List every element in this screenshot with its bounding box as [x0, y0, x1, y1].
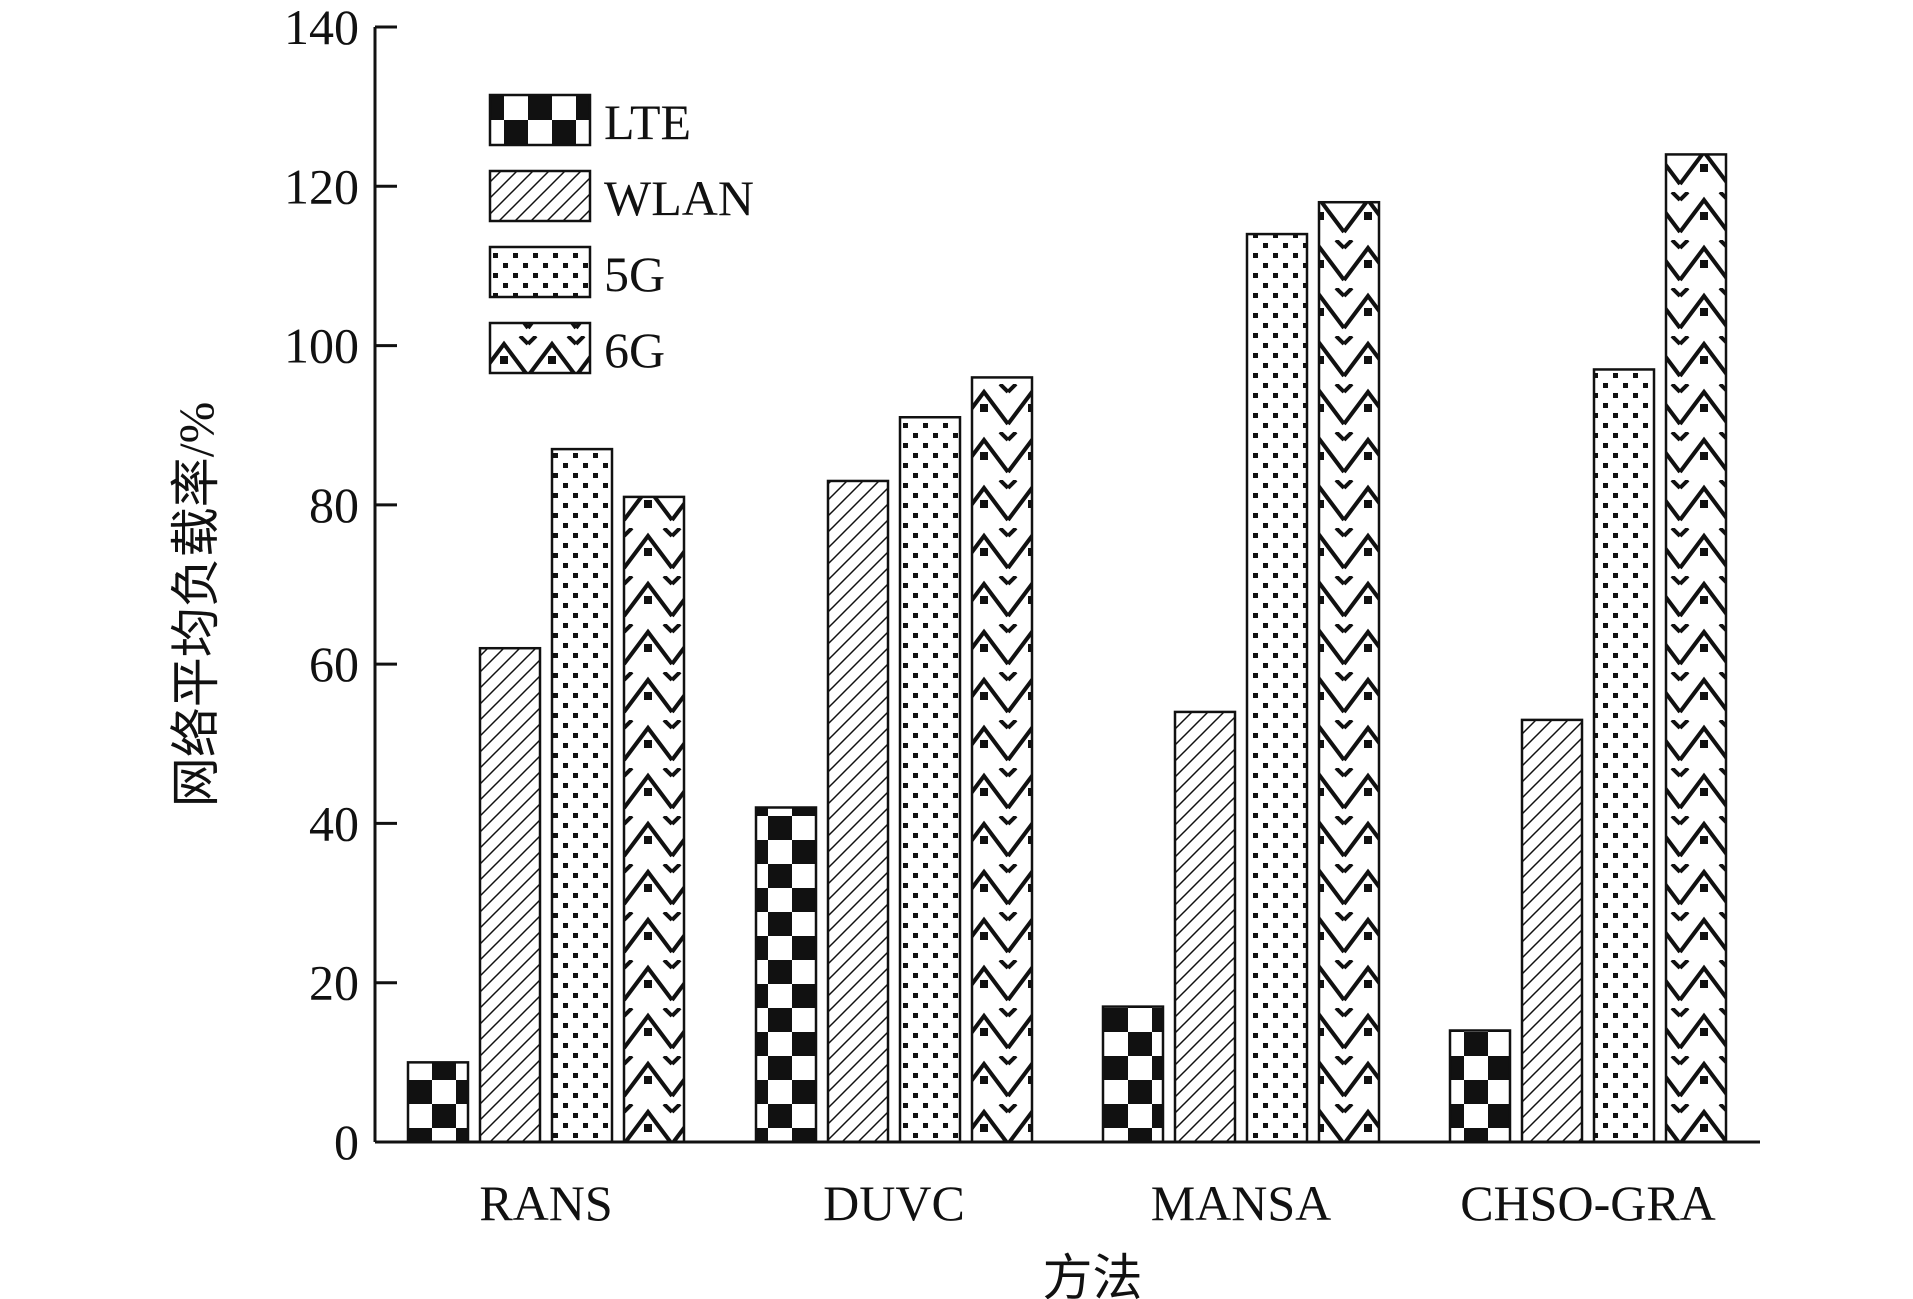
bar-lte-mansa [1101, 1005, 1165, 1144]
legend-label-wlan: WLAN [604, 170, 754, 226]
y-tick-label: 60 [309, 636, 359, 692]
bar-lte-rans [406, 1061, 470, 1144]
bar-wlan-mansa [1173, 710, 1237, 1144]
bar-5g-duvc [898, 416, 962, 1144]
bars-group [406, 153, 1728, 1144]
bar-wlan-chso-gra [1520, 718, 1584, 1144]
y-tick-label: 100 [284, 318, 359, 374]
y-tick-label: 0 [334, 1114, 359, 1170]
bar-wlan-duvc [826, 479, 890, 1144]
y-tick-label: 40 [309, 795, 359, 851]
x-category-label: MANSA [1151, 1175, 1332, 1231]
x-categories-group: RANS DUVC MANSA CHSO-GRA [479, 1175, 1715, 1231]
bar-5g-mansa [1245, 232, 1309, 1144]
bar-6g-chso-gra [1664, 153, 1728, 1144]
bar-6g-duvc [970, 376, 1034, 1144]
x-category-label: DUVC [823, 1175, 965, 1231]
axes-group [373, 27, 1760, 1144]
bar-5g-chso-gra [1592, 368, 1656, 1144]
legend-swatch-lte [488, 93, 592, 147]
x-axis-title: 方法 [1043, 1250, 1143, 1299]
y-axis-title: 网络平均负载率/% [168, 402, 224, 808]
legend-swatch-5g [488, 245, 592, 299]
bar-lte-duvc [754, 806, 818, 1144]
bar-wlan-rans [478, 646, 542, 1144]
bar-5g-rans [550, 447, 614, 1144]
legend-label-5g: 5G [604, 246, 665, 302]
y-ticks-group: 0 20 40 60 80 100 120 140 [284, 0, 397, 1170]
legend-label-lte: LTE [604, 94, 691, 150]
legend: LTE WLAN 5G 6G [488, 93, 754, 378]
legend-label-6g: 6G [604, 322, 665, 378]
y-tick-label: 80 [309, 477, 359, 533]
x-category-label: RANS [479, 1175, 612, 1231]
y-tick-label: 140 [284, 0, 359, 55]
legend-swatch-6g [488, 321, 592, 375]
x-category-label: CHSO-GRA [1460, 1175, 1716, 1231]
y-tick-label: 20 [309, 955, 359, 1011]
y-tick-label: 120 [284, 158, 359, 214]
legend-swatch-wlan [488, 169, 592, 223]
bar-lte-chso-gra [1448, 1029, 1512, 1144]
bar-6g-mansa [1317, 200, 1381, 1144]
bar-6g-rans [622, 495, 686, 1144]
